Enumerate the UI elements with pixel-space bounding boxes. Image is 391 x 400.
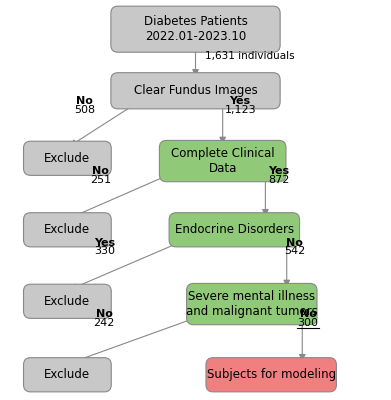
Text: 300: 300 (298, 318, 319, 328)
Text: Yes: Yes (230, 96, 251, 106)
Text: Severe mental illness
and malignant tumors: Severe mental illness and malignant tumo… (186, 290, 317, 318)
Text: Exclude: Exclude (44, 368, 90, 381)
FancyBboxPatch shape (23, 358, 111, 392)
Text: 251: 251 (90, 175, 111, 185)
Text: 542: 542 (284, 246, 305, 256)
Text: No: No (96, 309, 113, 319)
Text: 1,631 individuals: 1,631 individuals (205, 51, 295, 61)
FancyBboxPatch shape (23, 213, 111, 247)
Text: No: No (92, 166, 109, 176)
Text: No: No (76, 96, 93, 106)
Text: Exclude: Exclude (44, 223, 90, 236)
Text: Clear Fundus Images: Clear Fundus Images (134, 84, 257, 97)
Text: 508: 508 (74, 105, 95, 115)
FancyBboxPatch shape (23, 284, 111, 318)
Text: 330: 330 (94, 246, 115, 256)
Text: No: No (300, 309, 317, 319)
FancyBboxPatch shape (111, 73, 280, 109)
FancyBboxPatch shape (160, 140, 286, 182)
FancyBboxPatch shape (187, 284, 317, 325)
Text: 1,123: 1,123 (224, 105, 256, 115)
Text: Yes: Yes (268, 166, 289, 176)
Text: 872: 872 (268, 175, 290, 185)
Text: 242: 242 (93, 318, 115, 328)
Text: Diabetes Patients
2022.01-2023.10: Diabetes Patients 2022.01-2023.10 (143, 15, 248, 43)
FancyBboxPatch shape (23, 141, 111, 175)
FancyBboxPatch shape (169, 213, 300, 247)
Text: Yes: Yes (94, 238, 115, 248)
FancyBboxPatch shape (111, 6, 280, 52)
Text: No: No (286, 238, 303, 248)
Text: Endocrine Disorders: Endocrine Disorders (175, 223, 294, 236)
FancyBboxPatch shape (206, 358, 336, 392)
Text: Subjects for modeling: Subjects for modeling (206, 368, 336, 381)
Text: Exclude: Exclude (44, 295, 90, 308)
Text: Exclude: Exclude (44, 152, 90, 165)
Text: Complete Clinical
Data: Complete Clinical Data (171, 147, 274, 175)
